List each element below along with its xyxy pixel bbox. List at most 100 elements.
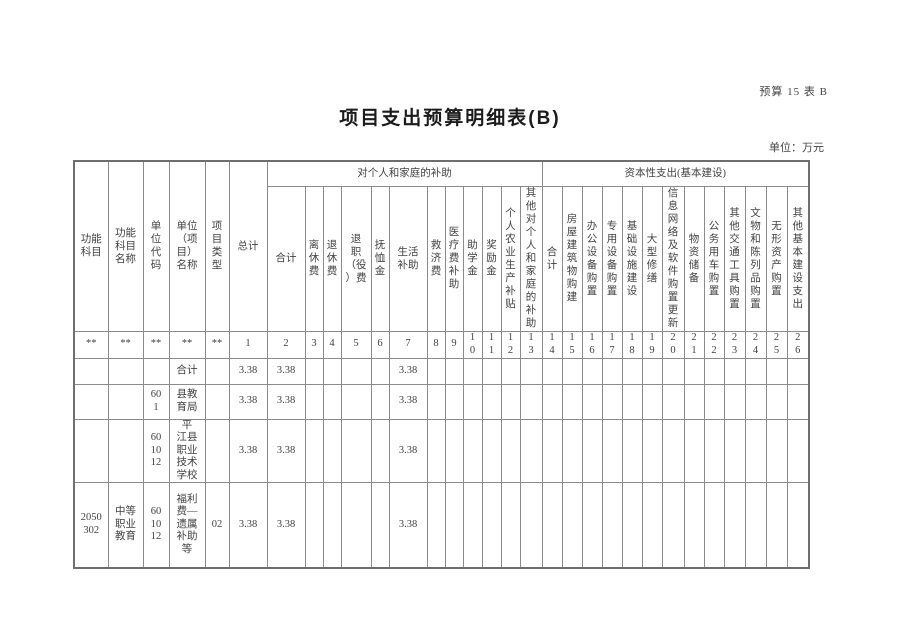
data-cell: 福利 费— 遗属 补助 等 (168, 482, 206, 568)
column-header: 基 础 设 施 建 设 (621, 185, 643, 332)
data-cell (601, 418, 623, 483)
data-cell (601, 383, 623, 420)
column-header: 其 他 对 个 人 和 家 庭 的 补 助 (519, 185, 543, 332)
data-cell (661, 357, 685, 385)
data-cell (304, 383, 324, 420)
data-cell (786, 357, 810, 385)
column-header: 生活 补助 (388, 185, 428, 332)
column-header: 文 物 和 陈 列 品 购 置 (744, 185, 767, 332)
column-header: 抚 恤 金 (370, 185, 390, 332)
data-cell (703, 418, 725, 483)
column-index-cell: 2 6 (786, 330, 810, 359)
column-header: 救 济 费 (426, 185, 446, 332)
data-cell: 3.38 (388, 357, 428, 385)
data-cell (204, 383, 230, 420)
data-cell (661, 418, 685, 483)
data-cell (322, 482, 342, 568)
data-cell (519, 482, 543, 568)
data-cell (541, 357, 563, 385)
data-cell (683, 418, 705, 483)
data-cell (519, 418, 543, 483)
data-cell (561, 482, 583, 568)
column-index-cell: 2 (266, 330, 306, 359)
column-index-cell: 2 1 (683, 330, 705, 359)
data-cell (621, 357, 643, 385)
data-cell (786, 383, 810, 420)
column-index-cell: 5 (340, 330, 372, 359)
data-cell (683, 383, 705, 420)
data-cell (744, 482, 767, 568)
column-header: 公 务 用 车 购 置 (703, 185, 725, 332)
data-cell: 平 江县 职业 技术 学校 (168, 418, 206, 483)
data-cell (204, 418, 230, 483)
data-cell (500, 357, 521, 385)
data-cell (481, 418, 502, 483)
column-header: 房 屋 建 筑 物 购 建 (561, 185, 583, 332)
data-cell (744, 357, 767, 385)
data-cell (444, 418, 464, 483)
col-header-function-subject-name: 功能 科目 名称 (107, 160, 144, 332)
data-cell (107, 383, 144, 420)
data-cell (765, 418, 788, 483)
data-cell (500, 418, 521, 483)
data-cell (541, 482, 563, 568)
data-cell: 60 10 12 (142, 482, 170, 568)
budget-table: 功能 科目 功能 科目 名称 单 位 代 码 单位 （项 目） 名称 项 目 类… (73, 160, 810, 569)
data-cell (444, 357, 464, 385)
data-cell: 3.38 (388, 418, 428, 483)
column-index-cell: 1 0 (462, 330, 483, 359)
data-cell (703, 357, 725, 385)
group-header-personal-subsidy: 对个人和家庭的补助 (266, 160, 543, 187)
column-index-cell: 1 1 (481, 330, 502, 359)
data-cell (322, 418, 342, 483)
data-cell (601, 357, 623, 385)
table-row: 合计 3.38 3.38 3.38 (73, 357, 810, 385)
column-index-cell: 3 (304, 330, 324, 359)
data-cell: 3.38 (266, 383, 306, 420)
data-cell: 3.38 (266, 418, 306, 483)
group-header-capital-expenditure: 资本性支出(基本建设) (541, 160, 810, 187)
column-header: 物 资 储 备 (683, 185, 705, 332)
page-title: 项目支出预算明细表(B) (339, 108, 561, 129)
column-index-cell: 1 2 (500, 330, 521, 359)
column-index-cell: 2 3 (723, 330, 746, 359)
column-header: 其 他 基 本 建 设 支 出 (786, 185, 810, 332)
column-index-cell: 1 (228, 330, 268, 359)
data-cell: 3.38 (228, 357, 268, 385)
column-index-cell: ** (142, 330, 170, 359)
data-cell (340, 482, 372, 568)
form-code-label: 预算 15 表 B (759, 86, 828, 98)
data-cell (426, 357, 446, 385)
data-cell (370, 383, 390, 420)
data-cell (786, 418, 810, 483)
unit-note: 单位：万元 (769, 142, 824, 154)
col-header-function-subject: 功能 科目 (73, 160, 109, 332)
data-cell (661, 482, 685, 568)
data-cell (786, 482, 810, 568)
data-cell (621, 383, 643, 420)
column-header: 助 学 金 (462, 185, 483, 332)
column-header: 离 休 费 (304, 185, 324, 332)
data-cell (500, 383, 521, 420)
data-cell (581, 383, 603, 420)
data-cell (204, 357, 230, 385)
data-cell (462, 482, 483, 568)
column-index-cell: 2 5 (765, 330, 788, 359)
data-cell (723, 357, 746, 385)
column-index-cell: 2 2 (703, 330, 725, 359)
data-cell (641, 418, 663, 483)
data-cell (541, 418, 563, 483)
data-cell (304, 418, 324, 483)
column-header: 专 用 设 备 购 置 (601, 185, 623, 332)
col-header-unit-code: 单 位 代 码 (142, 160, 170, 332)
data-cell (370, 418, 390, 483)
column-index-cell: 1 3 (519, 330, 543, 359)
column-header: 无 形 资 产 购 置 (765, 185, 788, 332)
column-index-cell: 7 (388, 330, 428, 359)
column-index-cell: 1 9 (641, 330, 663, 359)
data-cell (703, 383, 725, 420)
data-cell: 3.38 (266, 482, 306, 568)
data-cell (621, 418, 643, 483)
